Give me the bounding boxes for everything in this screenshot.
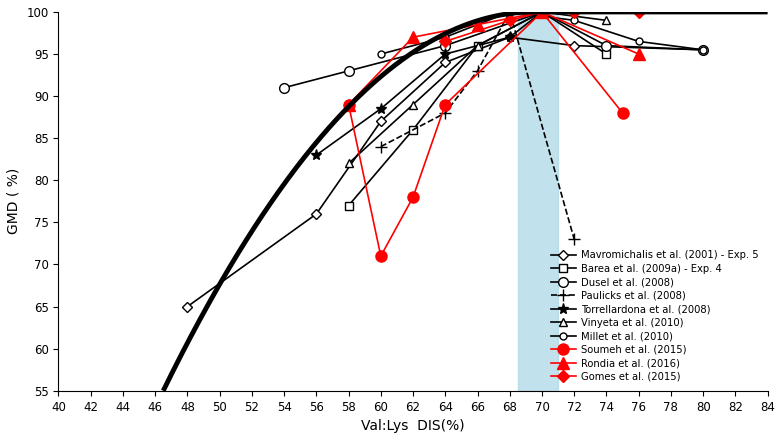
Vinyeta et al. (2010)	[473, 43, 482, 48]
Barea et al. (2009a) - Exp. 4	[344, 203, 353, 208]
Torrellardona et al. (2008)	[537, 9, 547, 15]
Millet et al. (2010)	[698, 47, 708, 52]
Soumeh et al. (2015)	[344, 102, 353, 107]
X-axis label: Val:Lys  DIS(%): Val:Lys DIS(%)	[361, 419, 465, 433]
Gomes et al. (2015)	[505, 18, 515, 23]
Millet et al. (2010)	[440, 35, 450, 40]
Bar	[518, 12, 558, 391]
Vinyeta et al. (2010)	[537, 9, 547, 15]
Gomes et al. (2015)	[634, 9, 644, 15]
Rondia et al. (2016)	[537, 9, 547, 15]
Y-axis label: GMD ( %): GMD ( %)	[7, 168, 21, 235]
Torrellardona et al. (2008)	[505, 35, 515, 40]
Line: Mavromichalis et al. (2001) - Exp. 5: Mavromichalis et al. (2001) - Exp. 5	[184, 34, 707, 310]
Line: Barea et al. (2009a) - Exp. 4: Barea et al. (2009a) - Exp. 4	[344, 8, 611, 210]
Gomes et al. (2015)	[537, 9, 547, 15]
Mavromichalis et al. (2001) - Exp. 5	[569, 43, 579, 48]
Millet et al. (2010)	[376, 51, 386, 57]
Barea et al. (2009a) - Exp. 4	[602, 51, 612, 57]
Mavromichalis et al. (2001) - Exp. 5	[505, 35, 515, 40]
Paulicks et al. (2008)	[440, 110, 450, 116]
Rondia et al. (2016)	[344, 102, 353, 107]
Mavromichalis et al. (2001) - Exp. 5	[698, 47, 708, 52]
Torrellardona et al. (2008)	[440, 51, 450, 57]
Line: Dusel et al. (2008): Dusel et al. (2008)	[279, 7, 708, 92]
Barea et al. (2009a) - Exp. 4	[473, 43, 482, 48]
Soumeh et al. (2015)	[440, 102, 450, 107]
Mavromichalis et al. (2001) - Exp. 5	[376, 119, 386, 124]
Paulicks et al. (2008)	[376, 144, 386, 149]
Legend: Mavromichalis et al. (2001) - Exp. 5, Barea et al. (2009a) - Exp. 4, Dusel et al: Mavromichalis et al. (2001) - Exp. 5, Ba…	[547, 246, 762, 386]
Dusel et al. (2008)	[440, 43, 450, 48]
Mavromichalis et al. (2001) - Exp. 5	[183, 304, 192, 309]
Dusel et al. (2008)	[602, 43, 612, 48]
Mavromichalis et al. (2001) - Exp. 5	[440, 60, 450, 65]
Line: Vinyeta et al. (2010): Vinyeta et al. (2010)	[344, 8, 611, 168]
Millet et al. (2010)	[505, 9, 515, 15]
Barea et al. (2009a) - Exp. 4	[408, 127, 418, 132]
Rondia et al. (2016)	[473, 22, 482, 27]
Millet et al. (2010)	[569, 18, 579, 23]
Line: Millet et al. (2010): Millet et al. (2010)	[378, 8, 707, 58]
Line: Soumeh et al. (2015): Soumeh et al. (2015)	[343, 7, 628, 262]
Line: Gomes et al. (2015): Gomes et al. (2015)	[441, 8, 643, 46]
Rondia et al. (2016)	[634, 51, 644, 57]
Paulicks et al. (2008)	[505, 9, 515, 15]
Line: Torrellardona et al. (2008): Torrellardona et al. (2008)	[310, 7, 547, 161]
Vinyeta et al. (2010)	[602, 18, 612, 23]
Dusel et al. (2008)	[698, 47, 708, 52]
Gomes et al. (2015)	[569, 9, 579, 15]
Soumeh et al. (2015)	[408, 194, 418, 200]
Torrellardona et al. (2008)	[312, 152, 321, 158]
Paulicks et al. (2008)	[473, 68, 482, 73]
Dusel et al. (2008)	[279, 85, 289, 90]
Torrellardona et al. (2008)	[376, 106, 386, 111]
Soumeh et al. (2015)	[618, 110, 627, 116]
Soumeh et al. (2015)	[537, 9, 547, 15]
Soumeh et al. (2015)	[376, 253, 386, 259]
Dusel et al. (2008)	[537, 9, 547, 15]
Barea et al. (2009a) - Exp. 4	[537, 9, 547, 15]
Paulicks et al. (2008)	[569, 237, 579, 242]
Line: Paulicks et al. (2008): Paulicks et al. (2008)	[375, 7, 579, 245]
Mavromichalis et al. (2001) - Exp. 5	[312, 211, 321, 216]
Gomes et al. (2015)	[440, 39, 450, 44]
Line: Rondia et al. (2016): Rondia et al. (2016)	[343, 7, 644, 110]
Vinyeta et al. (2010)	[344, 161, 353, 166]
Millet et al. (2010)	[634, 39, 644, 44]
Dusel et al. (2008)	[344, 68, 353, 73]
Vinyeta et al. (2010)	[408, 102, 418, 107]
Rondia et al. (2016)	[408, 35, 418, 40]
